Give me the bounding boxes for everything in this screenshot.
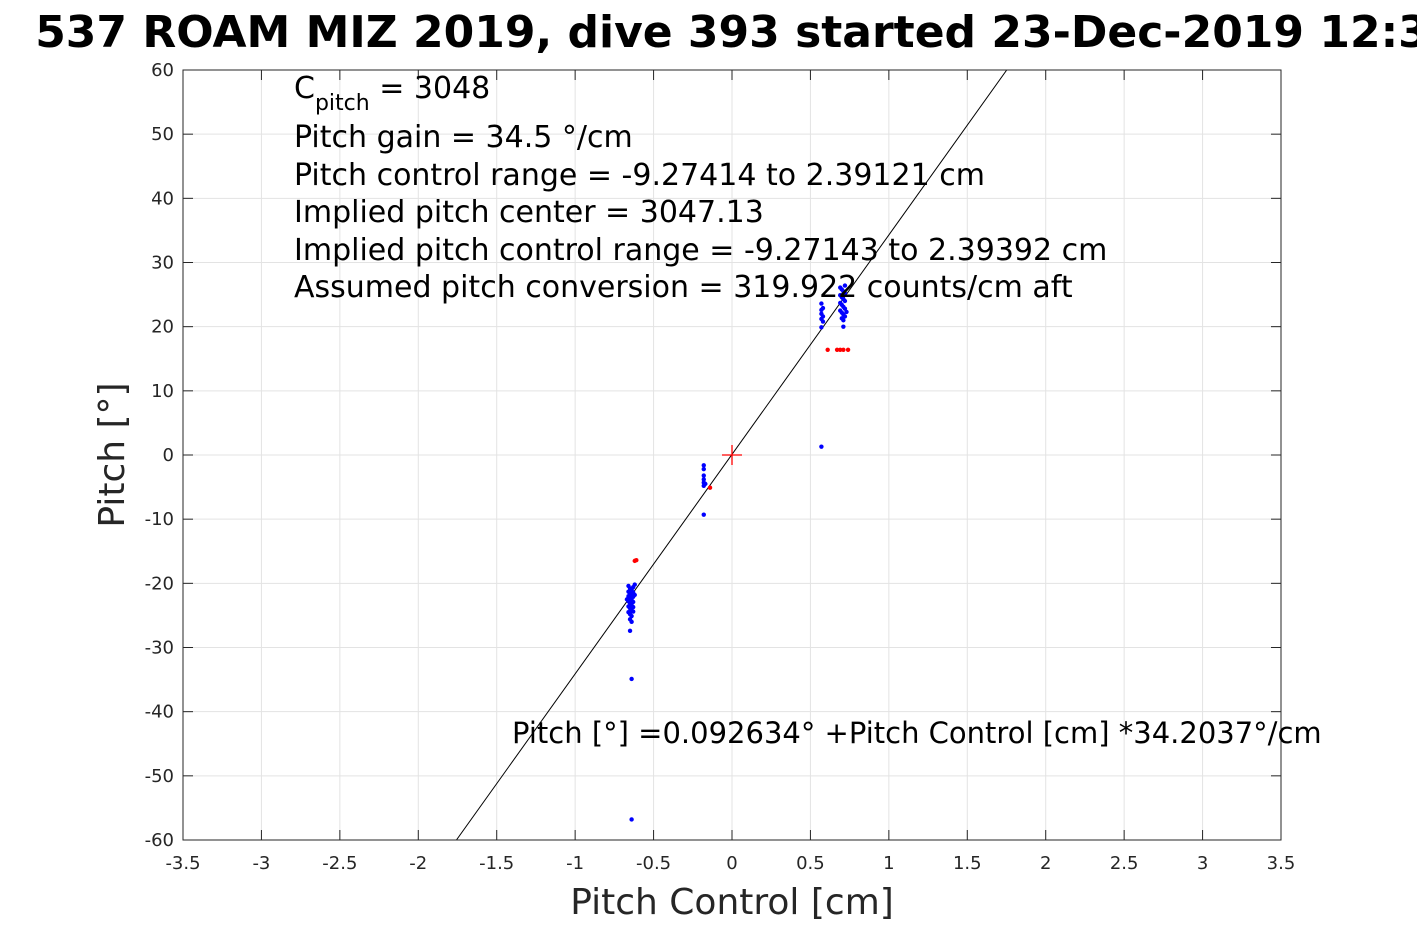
x-tick-label: 0.5 xyxy=(796,853,825,874)
data-point xyxy=(819,444,824,449)
data-point xyxy=(841,347,846,352)
y-tick-label: 40 xyxy=(151,188,174,209)
center-marker-layer xyxy=(722,445,742,465)
y-tick-label: 60 xyxy=(151,60,174,81)
chart-title: 537 ROAM MIZ 2019, dive 393 started 23-D… xyxy=(35,7,1417,58)
data-point xyxy=(819,301,824,306)
data-point xyxy=(842,291,848,296)
data-point xyxy=(629,817,634,822)
data-point xyxy=(701,473,706,478)
data-point xyxy=(844,309,849,315)
tick-marks xyxy=(182,69,1282,841)
y-tick-label: -60 xyxy=(145,830,174,851)
x-tick-label: 2 xyxy=(1040,853,1051,874)
x-tick-label: -0.5 xyxy=(636,853,671,874)
data-point xyxy=(632,592,637,598)
y-tick-label: 20 xyxy=(151,317,174,338)
y-tick-label: -30 xyxy=(145,638,174,659)
x-tick-label: 3.5 xyxy=(1267,853,1296,874)
data-point xyxy=(707,485,713,490)
y-tick-label: 50 xyxy=(151,124,174,145)
c-pitch-symbol: C xyxy=(294,71,315,106)
y-tick-label: -50 xyxy=(145,766,174,787)
c-pitch-annotation: Cpitch = 3048 xyxy=(294,71,490,116)
data-point xyxy=(629,619,634,625)
y-tick-label: 30 xyxy=(151,253,174,274)
x-tick-label: -1.5 xyxy=(479,853,514,874)
x-tick-label: 3 xyxy=(1197,853,1208,874)
data-point xyxy=(841,318,846,323)
data-point xyxy=(825,347,830,352)
x-tick-label: 2.5 xyxy=(1110,853,1139,874)
data-point xyxy=(630,604,636,610)
data-point xyxy=(701,512,706,517)
x-tick-label: 1 xyxy=(883,853,894,874)
c-pitch-subscript: pitch xyxy=(315,91,370,116)
x-axis-label: Pitch Control [cm] xyxy=(570,882,894,923)
x-tick-label: -2 xyxy=(409,853,427,874)
data-point xyxy=(632,558,637,564)
x-tick-label: 1.5 xyxy=(953,853,982,874)
data-point xyxy=(701,463,706,468)
data-point xyxy=(701,466,706,472)
fit-equation-annotation: Pitch [°] =0.092634° +Pitch Control [cm]… xyxy=(512,716,1322,750)
y-axis-label: Pitch [°] xyxy=(92,382,133,527)
assumed-pitch-conversion-annotation: Assumed pitch conversion = 319.922 count… xyxy=(294,270,1073,305)
data-point xyxy=(834,347,840,352)
data-point xyxy=(820,305,826,311)
data-point xyxy=(819,325,824,330)
x-tick-labels: -3.5 -3 -2.5 -2 -1.5 -1 -0.5 0 0.5 1 1.5 2 2.5 3 3.5 xyxy=(165,853,1295,874)
y-tick-label: -40 xyxy=(145,702,174,723)
y-tick-label: -10 xyxy=(145,509,174,530)
y-tick-label: 10 xyxy=(151,381,174,402)
data-point xyxy=(630,609,636,614)
data-point xyxy=(624,597,630,602)
data-point xyxy=(703,481,708,487)
data-point xyxy=(629,676,634,682)
data-point xyxy=(632,582,637,587)
x-tick-label: -3.5 xyxy=(165,853,200,874)
c-pitch-value: = 3048 xyxy=(370,71,491,106)
y-tick-label: 0 xyxy=(163,445,174,466)
x-tick-label: -1 xyxy=(566,853,584,874)
data-point xyxy=(842,283,848,288)
y-tick-label: -20 xyxy=(145,573,174,594)
data-point xyxy=(838,347,843,352)
x-tick-label: -3 xyxy=(252,853,270,874)
implied-pitch-center-annotation: Implied pitch center = 3047.13 xyxy=(294,195,764,230)
data-point xyxy=(842,298,848,304)
data-point xyxy=(701,477,706,482)
data-point xyxy=(845,347,851,352)
x-tick-label: 0 xyxy=(726,853,737,874)
data-points-layer xyxy=(624,283,851,822)
data-point xyxy=(627,628,633,634)
x-tick-label: -2.5 xyxy=(322,853,357,874)
data-point xyxy=(630,599,636,605)
data-point xyxy=(841,324,846,329)
pitch-control-range-annotation: Pitch control range = -9.27414 to 2.3912… xyxy=(294,158,985,193)
data-point xyxy=(820,319,826,324)
implied-pitch-control-range-annotation: Implied pitch control range = -9.27143 t… xyxy=(294,233,1107,268)
pitch-gain-annotation: Pitch gain = 34.5 °/cm xyxy=(294,120,633,155)
y-tick-labels: 60 50 40 30 20 10 0 -10 -20 -30 -40 -50 -60 xyxy=(145,60,174,851)
